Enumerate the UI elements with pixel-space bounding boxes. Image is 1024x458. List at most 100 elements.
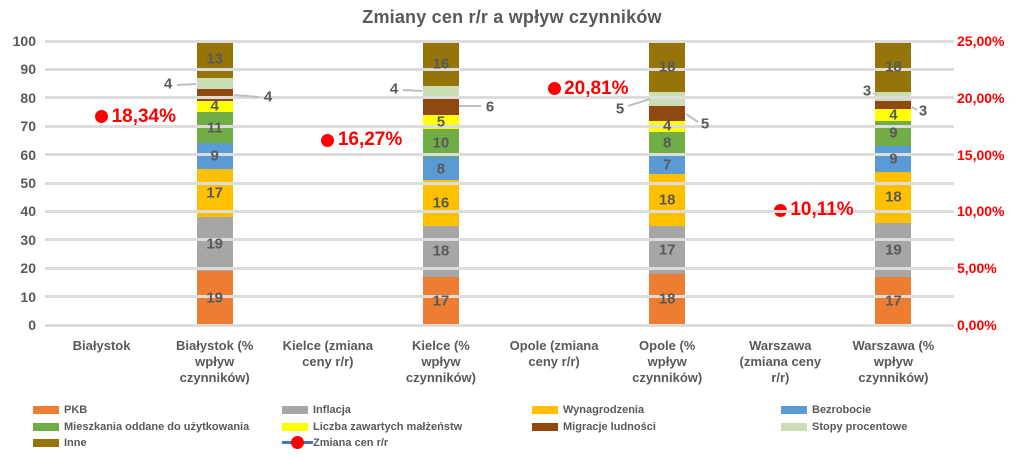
secondary-y-axis-tick-label: 20,00% (957, 89, 1005, 106)
gridline (45, 124, 954, 128)
y-axis-tick-label: 90 (20, 61, 36, 78)
bar-segment (422, 97, 459, 115)
callout-value: 3 (918, 102, 928, 120)
callout-value: 3 (862, 82, 872, 100)
x-axis-label-line: ceny r/r) (528, 354, 580, 369)
callout-value: 4 (389, 80, 399, 98)
bar-segment-value: 18 (432, 242, 450, 260)
bar-segment-value: 4 (889, 106, 898, 124)
bar-segment-value: 7 (663, 156, 672, 174)
callout-value: 4 (163, 75, 173, 93)
price-change-label: 18,34% (111, 105, 177, 127)
legend-swatch (33, 438, 59, 447)
legend-label: Mieszkania oddane do użytkowania (64, 420, 250, 433)
bar-segment (875, 146, 912, 172)
legend-swatch (532, 405, 558, 414)
secondary-y-axis-tick-label: 10,00% (957, 203, 1005, 220)
gridline (45, 181, 954, 185)
x-axis-label-line: (zmiana ceny (739, 354, 822, 369)
callout-leader-line (627, 98, 651, 107)
y-axis-tick-label: 30 (20, 231, 36, 248)
chart-title: Zmiany cen r/r a wpływ czynników (362, 7, 662, 27)
bar-segment (196, 89, 233, 101)
legend-swatch (33, 422, 59, 431)
gridline (45, 266, 954, 270)
bar-segment-value: 17 (206, 184, 224, 202)
x-axis-label-line: wpływ (873, 354, 913, 369)
y-axis-tick-label: 50 (20, 175, 36, 191)
bar-segment-value: 11 (206, 119, 223, 137)
callout-leader-line (402, 89, 423, 92)
x-axis-label-line: r/r) (771, 370, 790, 385)
x-axis-label-line: wpływ (195, 354, 235, 369)
x-axis-label-line: czynników) (179, 370, 250, 385)
x-axis-category-label: Opole (% wpływ czynników) (610, 338, 724, 386)
x-axis-label-line: wpływ (421, 354, 461, 369)
y-axis-tick-label: 60 (20, 146, 36, 163)
x-axis-label-line: Opole (% (639, 338, 696, 353)
legend-item: Liczba zawartych małżeństw (282, 419, 462, 434)
gridline (45, 96, 954, 100)
y-axis-tick-label: 0 (28, 317, 36, 333)
y-axis-tick-label: 100 (12, 33, 36, 49)
bar-segment (649, 41, 686, 93)
bar-segment (196, 217, 233, 272)
bar-segment (196, 100, 233, 112)
bar-segment-value: 18 (885, 58, 902, 76)
legend-swatch (33, 405, 59, 414)
bar-segment (422, 180, 459, 226)
bar-segment (875, 109, 912, 121)
legend-item: Migracje ludności (532, 419, 656, 434)
x-axis-label-line: wpływ (647, 354, 687, 369)
price-change-marker (321, 133, 335, 147)
bar-segment-value: 4 (663, 117, 672, 135)
bar-segment (875, 100, 912, 110)
bar-segment (422, 157, 459, 181)
legend-label: Liczba zawartych małżeństw (313, 420, 463, 433)
gridline (45, 295, 954, 299)
bar-segment-value: 8 (436, 160, 446, 178)
legend-swatch (282, 405, 308, 414)
gridline (45, 39, 954, 43)
legend-item: PKB (33, 402, 87, 417)
bar-segment-value: 17 (658, 241, 676, 259)
bar-segment-value: 8 (663, 134, 672, 152)
secondary-y-axis-tick-label: 0,00% (957, 317, 997, 333)
bar-segment-value: 17 (432, 292, 450, 310)
x-axis-category-label: Białystok (45, 338, 159, 354)
legend-item: Inflacja (282, 402, 351, 417)
legend-label: Bezrobocie (812, 403, 872, 416)
y-axis-tick-label: 80 (20, 89, 36, 106)
bar-segment (649, 225, 686, 274)
legend-label: Wynagrodzenia (563, 403, 645, 416)
legend-swatch (781, 405, 807, 414)
bar-segment (196, 41, 233, 78)
x-axis-label-line: Kielce (% (412, 338, 470, 353)
bar-segment (422, 86, 459, 98)
x-axis-category-label: Kielce (% wpływ czynników) (384, 338, 498, 386)
legend-label: Inflacja (313, 403, 351, 416)
secondary-y-axis-tick-label: 25,00% (957, 33, 1005, 49)
legend-label: PKB (64, 403, 88, 416)
bar-segment-value: 19 (206, 289, 224, 307)
callout-value: 5 (700, 115, 710, 133)
bar-segment (875, 41, 912, 93)
callout-leader-line (685, 113, 699, 123)
bar-segment (649, 273, 686, 325)
legend-item: Bezrobocie (781, 402, 871, 417)
legend-swatch (282, 422, 308, 431)
x-axis-label-line: czynników) (858, 370, 929, 385)
bar-segment (875, 171, 912, 223)
legend-label: Migracje ludności (563, 420, 656, 433)
callout-value: 5 (615, 100, 625, 118)
x-axis-label-line: ceny r/r) (302, 354, 354, 369)
gridline (45, 209, 954, 213)
y-axis-tick-label: 70 (20, 118, 36, 135)
bar-segment-value: 19 (885, 241, 902, 259)
callout-leader-line (176, 83, 197, 86)
bar-segment-value: 13 (206, 50, 224, 68)
bar-segment-value: 16 (432, 55, 450, 73)
x-axis-label-line: Warszawa (749, 338, 812, 353)
y-axis-tick-label: 10 (20, 288, 36, 305)
